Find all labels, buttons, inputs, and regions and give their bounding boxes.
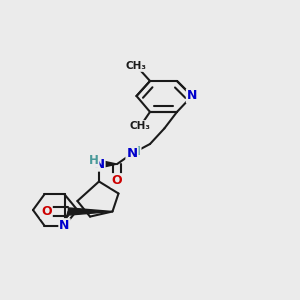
Text: N: N — [59, 219, 70, 232]
Polygon shape — [68, 208, 112, 215]
Text: CH₃: CH₃ — [126, 61, 147, 71]
Text: N: N — [93, 158, 105, 171]
Text: H: H — [131, 145, 140, 158]
Polygon shape — [99, 160, 117, 168]
Text: N: N — [187, 89, 197, 103]
Text: O: O — [41, 205, 52, 218]
Text: O: O — [112, 174, 122, 187]
Text: N: N — [126, 147, 138, 160]
Text: H: H — [89, 154, 98, 167]
Text: CH₃: CH₃ — [130, 121, 151, 131]
